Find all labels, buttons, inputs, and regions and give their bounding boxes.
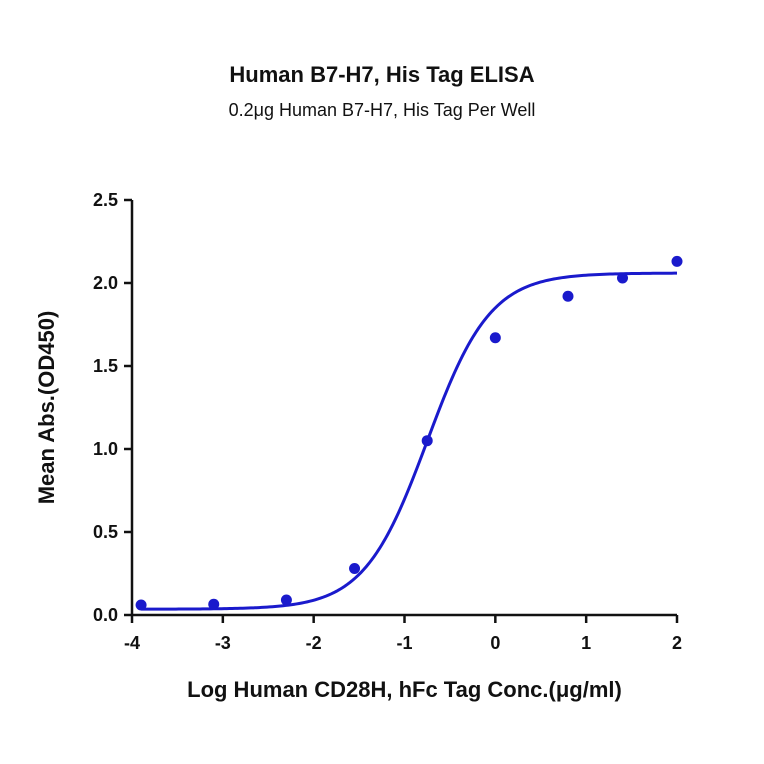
y-tick-label: 2.0: [93, 273, 118, 293]
data-point: [280, 594, 292, 606]
data-point: [135, 599, 147, 611]
x-tick-label: -2: [306, 633, 322, 653]
data-point: [489, 332, 501, 344]
data-point: [617, 272, 628, 284]
x-tick-label: 0: [490, 633, 500, 653]
chart-title: Human B7-H7, His Tag ELISA: [229, 62, 535, 87]
y-tick-label: 1.0: [93, 439, 118, 459]
y-tick-label: 0.5: [93, 522, 118, 542]
x-tick-label: -1: [396, 633, 412, 653]
axes: [130, 200, 677, 617]
ticks: -4 -3 -2 -1 0 1 2 0.0 0.5 1.0 1.5 2.0 2.5: [93, 190, 682, 653]
y-axis-label: Mean Abs.(OD450): [34, 311, 59, 505]
y-tick-label: 2.5: [93, 190, 118, 210]
data-point: [349, 563, 361, 575]
fit-curve: [141, 271, 678, 611]
x-tick-label: -4: [124, 633, 140, 653]
data-point: [208, 598, 220, 610]
x-tick-label: 1: [581, 633, 591, 653]
x-axis-label: Log Human CD28H, hFc Tag Conc.(μg/ml): [187, 677, 622, 702]
chart-subtitle: 0.2μg Human B7-H7, His Tag Per Well: [228, 100, 536, 120]
y-tick-label: 1.5: [93, 356, 118, 376]
fit-curve-group: [141, 271, 678, 611]
y-tick-label: 0.0: [93, 605, 118, 625]
data-point: [671, 255, 683, 267]
x-tick-label: 2: [672, 633, 682, 653]
x-tick-label: -3: [215, 633, 231, 653]
data-points: [135, 255, 683, 611]
data-point: [562, 290, 574, 302]
data-point: [421, 435, 433, 447]
